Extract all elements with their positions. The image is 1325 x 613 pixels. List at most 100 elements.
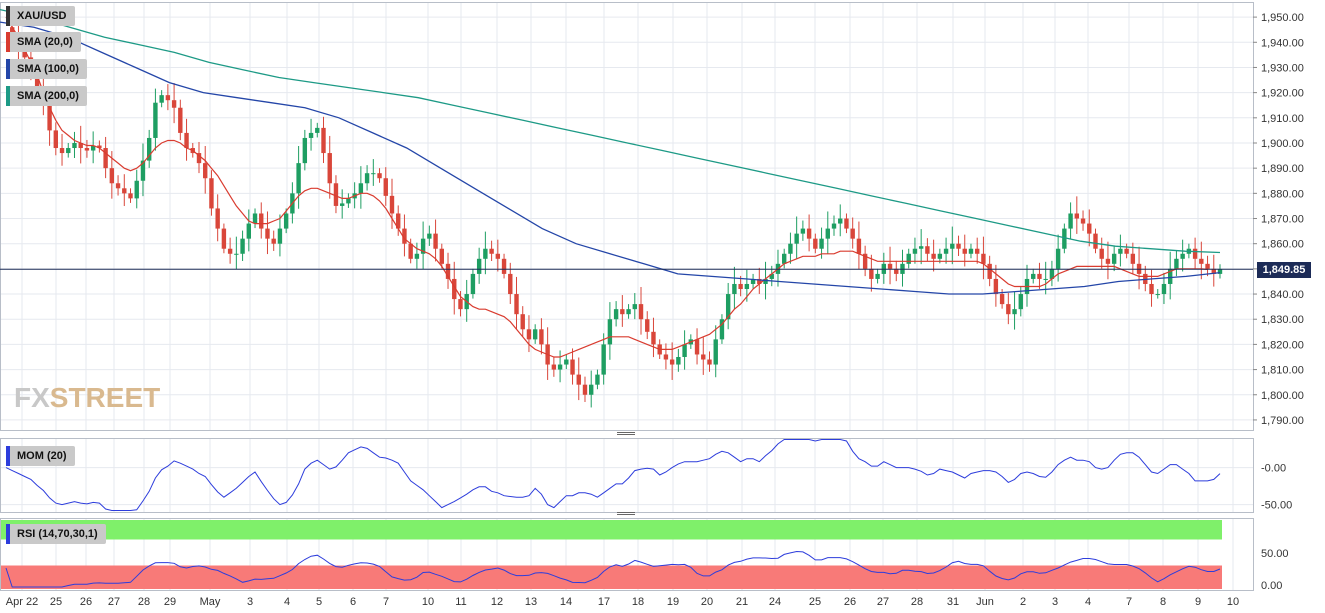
candle-body [1074, 213, 1080, 219]
candle-body [408, 243, 413, 259]
candle-body [819, 238, 824, 249]
candle-body [993, 278, 999, 295]
candle-body [483, 248, 488, 259]
candle-body [339, 203, 345, 206]
candle-body [906, 253, 911, 264]
rsi-legend[interactable]: RSI (14,70,30,1) [6, 524, 106, 544]
candle-body [271, 238, 276, 244]
candle-body [999, 294, 1005, 305]
candle-body [744, 283, 750, 290]
mom-tick-label: -50.00 [1261, 500, 1292, 512]
candle-body [66, 148, 71, 154]
candle-body [937, 253, 943, 259]
candle-body [72, 142, 77, 149]
candle-body [925, 246, 930, 254]
symbol-swatch [6, 6, 10, 26]
candle-body [240, 238, 245, 254]
y-tick-label: 1,800.00 [1261, 390, 1304, 402]
candle-body [495, 253, 501, 259]
candle-body [140, 160, 146, 181]
x-tick-label: 26 [80, 596, 92, 608]
candle-body [589, 384, 594, 395]
candle-body [1055, 248, 1061, 269]
candle-body [196, 153, 202, 164]
candle-body [750, 278, 756, 284]
symbol-label[interactable]: XAU/USD [6, 6, 75, 26]
candle-body [763, 278, 768, 284]
candle-body [769, 273, 774, 279]
candle-body [1149, 283, 1154, 295]
pane-frames [0, 2, 1254, 591]
candle-body [825, 228, 830, 239]
x-tick-label: 20 [701, 596, 713, 608]
candle-body [564, 359, 569, 365]
rsi-bands [1, 520, 1222, 589]
pane-frame [0, 518, 1254, 591]
pane-dividers[interactable] [617, 432, 635, 515]
candle-body [445, 263, 451, 279]
candle-body [508, 273, 513, 295]
candle-body [90, 145, 96, 151]
candle-body [1049, 268, 1055, 279]
rsi-oversold-band [1, 565, 1222, 589]
pane-frame [0, 438, 1254, 513]
candle-body [420, 238, 426, 254]
y-tick-label: 1,910.00 [1261, 113, 1304, 125]
grid-lines [0, 2, 1253, 590]
y-tick-label: 1,880.00 [1261, 188, 1304, 200]
candle-body [1205, 263, 1210, 269]
candle-body [134, 180, 139, 199]
x-tick-label: 28 [911, 596, 923, 608]
x-tick-label: 28 [138, 596, 150, 608]
x-tick-label: 8 [1160, 596, 1166, 608]
candle-body [794, 233, 799, 244]
candle-body [1217, 269, 1223, 274]
candle-body [184, 132, 189, 149]
sma20-legend[interactable]: SMA (20,0) [6, 32, 81, 52]
candle-body [813, 238, 818, 249]
candle-body [682, 344, 687, 357]
mom-legend[interactable]: MOM (20) [6, 446, 75, 466]
candle-body [1161, 283, 1167, 295]
candle-body [651, 331, 656, 345]
x-tick-label: 2 [1020, 596, 1026, 608]
candle-body [782, 253, 787, 264]
candle-body [321, 127, 326, 154]
candle-body [259, 213, 264, 229]
candle-body [1068, 213, 1073, 229]
sma200-legend[interactable]: SMA (200,0) [6, 86, 87, 106]
candle-body [514, 294, 519, 315]
candle-body [570, 359, 575, 375]
mom-line [5, 439, 1221, 511]
candle-body [1012, 309, 1017, 315]
x-tick-label: 3 [247, 596, 253, 608]
candle-body [607, 319, 613, 345]
moving-averages [0, 8, 1253, 358]
sma200-line [0, 8, 1221, 254]
y-tick-label: 1,830.00 [1261, 314, 1304, 326]
candle-body [383, 178, 388, 196]
sma20-line [5, 16, 1208, 358]
x-tick-label: Jun [976, 596, 994, 608]
candle-body [47, 105, 52, 131]
candle-body [246, 223, 251, 239]
candle-body [788, 243, 793, 254]
y-tick-label: 1,810.00 [1261, 365, 1304, 377]
candle-body [862, 253, 868, 269]
y-tick-label: 1,900.00 [1261, 138, 1304, 150]
candle-body [950, 243, 955, 249]
candle-body [838, 218, 843, 224]
candle-body [53, 130, 59, 149]
x-tick-label: 14 [560, 596, 572, 608]
candle-body [626, 309, 631, 315]
x-tick-label: 29 [164, 596, 176, 608]
x-tick-label: 7 [1126, 596, 1132, 608]
sma100-line [0, 21, 1221, 295]
x-tick-label: 21 [736, 596, 748, 608]
sma100-legend[interactable]: SMA (100,0) [6, 59, 87, 79]
candle-body [1087, 223, 1092, 234]
candle-body [22, 47, 27, 58]
x-tick-label: 27 [877, 596, 889, 608]
candle-body [1130, 253, 1136, 264]
